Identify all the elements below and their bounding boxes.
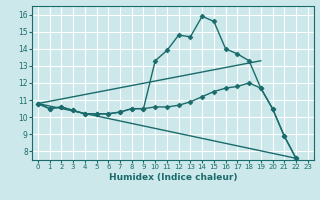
X-axis label: Humidex (Indice chaleur): Humidex (Indice chaleur) <box>108 173 237 182</box>
